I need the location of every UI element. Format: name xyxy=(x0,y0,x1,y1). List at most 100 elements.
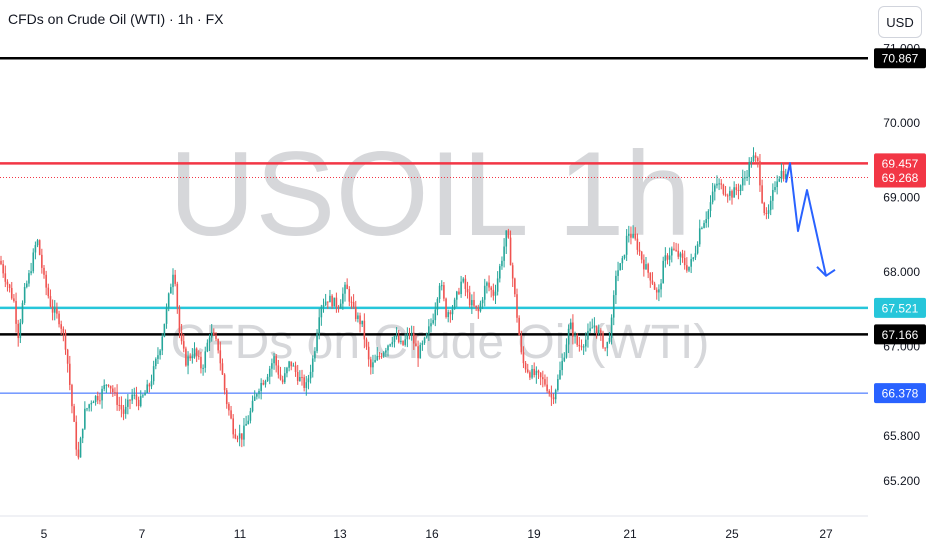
candle-body xyxy=(653,283,656,290)
candle-body xyxy=(410,333,413,335)
candle-body xyxy=(144,392,146,396)
candle-body xyxy=(526,369,529,373)
candle-body xyxy=(387,345,389,351)
candle-body xyxy=(45,274,47,288)
candle-body xyxy=(236,438,239,440)
candle-body xyxy=(514,278,516,295)
candle-body xyxy=(71,384,73,407)
candle-body xyxy=(569,322,572,329)
candle-body xyxy=(623,254,626,259)
candle-body xyxy=(299,377,301,382)
candle-body xyxy=(668,255,671,260)
candle-body xyxy=(701,227,703,229)
candle-body xyxy=(198,355,200,357)
candle-body xyxy=(746,176,748,178)
candle-body xyxy=(131,394,133,401)
candle-body xyxy=(309,371,312,379)
candle-body xyxy=(634,233,637,239)
candle-body xyxy=(51,306,54,313)
candle-body xyxy=(681,253,684,258)
candle-body xyxy=(380,356,383,358)
candle-body xyxy=(161,336,164,351)
candle-body xyxy=(185,348,187,366)
candle-body xyxy=(434,309,437,321)
price-tick-label: 68.000 xyxy=(883,265,920,279)
candle-body xyxy=(19,322,22,339)
candle-body xyxy=(331,295,333,307)
candle-body xyxy=(731,191,733,198)
candle-body xyxy=(210,332,213,338)
candle-body xyxy=(77,449,80,458)
candle-body xyxy=(550,393,553,398)
candle-body xyxy=(548,390,551,394)
candle-body xyxy=(464,278,467,289)
candle-body xyxy=(432,320,434,324)
candle-body xyxy=(593,325,596,328)
price-axis[interactable]: 71.00070.00069.00068.00067.00065.80065.2… xyxy=(870,0,932,550)
candle-body xyxy=(17,323,19,339)
candle-body xyxy=(456,291,458,300)
candle-body xyxy=(417,346,419,359)
candle-body xyxy=(733,187,735,198)
candle-body xyxy=(716,183,718,186)
candle-body xyxy=(488,282,490,288)
candle-body xyxy=(122,409,125,414)
candle-body xyxy=(361,320,363,325)
candle-body xyxy=(234,434,237,439)
candle-body xyxy=(213,332,215,336)
candle-body xyxy=(350,301,353,303)
candle-body xyxy=(62,328,65,333)
candle-body xyxy=(69,363,71,385)
candle-body xyxy=(155,358,157,367)
candle-body xyxy=(148,384,151,387)
candle-body xyxy=(645,264,647,270)
candle-body xyxy=(41,254,43,268)
candle-body xyxy=(94,395,97,403)
candle-body xyxy=(518,317,520,336)
candle-body xyxy=(107,384,110,386)
candle-body xyxy=(628,233,630,236)
time-axis[interactable]: 5 7 11 13 16 19 21 25 27 xyxy=(0,515,868,541)
time-tick-label: 27 xyxy=(819,527,833,541)
candle-body xyxy=(112,388,114,393)
candle-body xyxy=(559,370,561,380)
candle-body xyxy=(191,356,194,359)
candle-body xyxy=(552,397,555,400)
time-tick-label: 5 xyxy=(41,527,48,541)
candle-body xyxy=(765,213,768,215)
candle-body xyxy=(342,293,344,304)
projection-path xyxy=(785,162,827,277)
candle-body xyxy=(53,308,56,313)
candle-body xyxy=(640,251,643,260)
candle-body xyxy=(404,339,406,345)
candle-body xyxy=(339,303,342,309)
time-tick-label: 21 xyxy=(623,527,637,541)
candle-body xyxy=(578,344,581,347)
candle-body xyxy=(425,333,428,338)
candle-body xyxy=(582,346,585,348)
candle-body xyxy=(346,284,348,290)
candle-body xyxy=(354,306,357,319)
candle-body xyxy=(698,228,701,245)
candle-body xyxy=(6,281,9,285)
candle-body xyxy=(200,356,202,369)
candle-body xyxy=(159,350,161,356)
candle-body xyxy=(686,265,688,271)
candle-body xyxy=(105,384,108,386)
candle-body xyxy=(279,374,282,380)
candle-body xyxy=(286,367,288,374)
candle-body xyxy=(557,379,559,391)
candle-body xyxy=(150,381,153,387)
candle-body xyxy=(610,317,613,339)
candle-body xyxy=(335,297,338,308)
candle-body xyxy=(507,230,510,238)
candle-body xyxy=(357,315,359,319)
candle-body xyxy=(501,260,503,267)
price-label-box-blue xyxy=(874,383,926,404)
candle-body xyxy=(625,235,628,255)
candle-body xyxy=(522,352,525,364)
candle-body xyxy=(208,337,211,343)
currency-button[interactable]: USD xyxy=(878,6,922,38)
candle-body xyxy=(615,275,617,296)
